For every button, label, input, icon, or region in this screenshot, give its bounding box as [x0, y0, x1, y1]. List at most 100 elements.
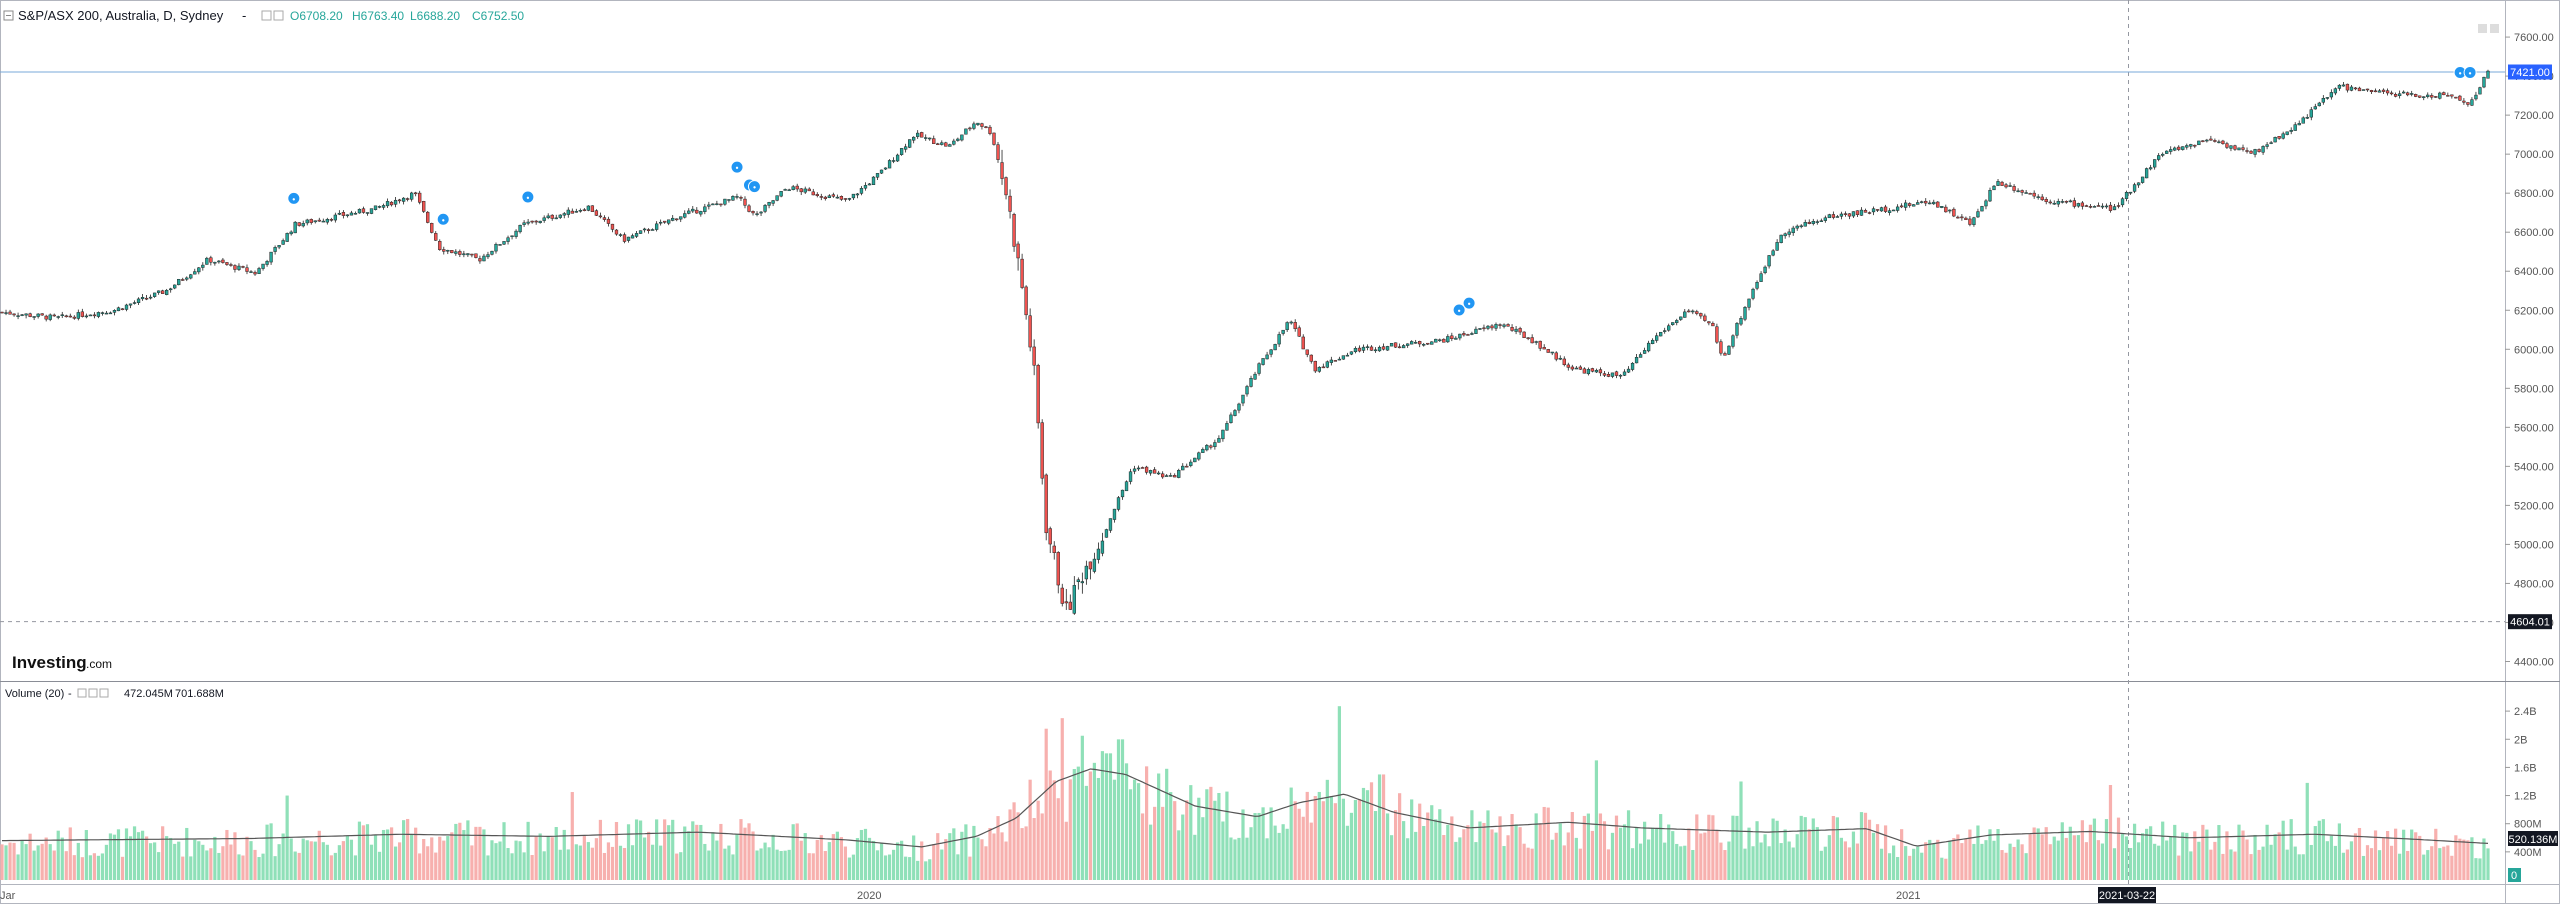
candle-body: [1185, 465, 1189, 468]
event-marker[interactable]: [521, 190, 535, 204]
price-tick-label: 7600.00: [2514, 32, 2554, 44]
candle-body: [88, 314, 93, 317]
collapse-icon[interactable]: [3, 10, 14, 21]
candle-body: [2181, 146, 2185, 150]
volume-bar: [357, 821, 362, 880]
event-markers[interactable]: ••••••••••: [287, 65, 2477, 317]
candle-body: [1570, 366, 1574, 370]
event-marker[interactable]: [747, 180, 761, 194]
volume-bar: [1831, 815, 1835, 880]
volume-bar: [831, 834, 835, 880]
volume-close-icon[interactable]: [99, 688, 109, 698]
candle-body: [1988, 190, 1992, 202]
volume-bar: [1309, 822, 1313, 880]
candle-body: [381, 205, 386, 208]
candle-body: [2040, 196, 2044, 201]
candle-body: [1723, 353, 1727, 356]
volume-bar: [1052, 780, 1056, 880]
volume-bar: [213, 836, 217, 880]
candle-body: [1936, 201, 1940, 208]
candle-body: [1177, 470, 1181, 478]
event-marker[interactable]: [436, 212, 450, 226]
candle-body: [1132, 468, 1137, 472]
settings-icon[interactable]: [261, 10, 272, 21]
candle-body: [253, 271, 257, 275]
volume-bar: [1161, 806, 1165, 880]
volume-bar: [2462, 839, 2466, 880]
candle-body: [2108, 204, 2113, 211]
candle-body: [2393, 94, 2398, 97]
volume-bar: [578, 845, 582, 880]
close-icon[interactable]: [273, 10, 284, 21]
volume-bar: [2245, 839, 2249, 880]
volume-settings-icon[interactable]: [77, 688, 87, 698]
volume-bar: [1389, 835, 1394, 880]
price-tick-label: 6600.00: [2514, 227, 2554, 239]
volume-bar: [333, 852, 337, 880]
candle-body: [2076, 203, 2081, 207]
volume-bar: [478, 826, 482, 880]
event-marker[interactable]: [1452, 303, 1466, 317]
volume-bar: [727, 845, 731, 880]
candle-body: [1618, 374, 1623, 377]
volume-bar: [1076, 766, 1080, 880]
event-marker[interactable]: [1462, 296, 1476, 310]
candle-body: [389, 201, 394, 206]
volume-bar: [2313, 826, 2317, 880]
volume-bar: [1526, 847, 1530, 880]
event-marker[interactable]: [287, 191, 301, 205]
low-price-badge: [2508, 614, 2552, 630]
candle-body: [2414, 94, 2418, 97]
volume-bar: [2177, 855, 2181, 880]
candle-body: [221, 259, 225, 263]
candle-body: [1458, 333, 1462, 339]
volume-bar: [586, 842, 590, 880]
volume-bar: [2442, 846, 2446, 880]
ohlc-low: L6688.20: [410, 9, 460, 23]
candle-body: [474, 253, 478, 258]
volume-bar: [56, 830, 60, 880]
volume-bar: [28, 833, 32, 880]
volume-bar: [1060, 718, 1064, 880]
volume-bar: [1225, 791, 1229, 880]
candle-body: [361, 208, 366, 213]
volume-bar: [679, 852, 683, 880]
pane-down-icon[interactable]: [2490, 24, 2499, 33]
candle-body: [598, 215, 603, 218]
candle-body: [1189, 461, 1193, 466]
candle-body: [1329, 359, 1334, 363]
event-marker[interactable]: [2463, 65, 2477, 79]
volume-hide-icon[interactable]: [88, 688, 98, 698]
volume-bar: [2305, 782, 2309, 880]
volume-bar: [1349, 812, 1354, 880]
volume-bar: [2165, 840, 2169, 880]
volume-zero-badge: [2508, 868, 2521, 882]
volume-bar: [233, 832, 237, 880]
volume-bar: [2361, 855, 2366, 880]
volume-bar: [1004, 841, 1008, 880]
candle-body: [1964, 217, 1968, 221]
volume-bar: [265, 824, 269, 880]
candle-body: [2004, 184, 2008, 188]
volume-tick-label: 800M: [2514, 819, 2542, 831]
volume-bar: [317, 830, 321, 880]
symbol-title: S&P/ASX 200, Australia, D, Sydney: [18, 8, 224, 23]
event-marker[interactable]: [730, 160, 744, 174]
candle-body: [1144, 466, 1149, 473]
volume-bar: [1474, 842, 1478, 880]
volume-bar: [2377, 850, 2382, 880]
volume-bar: [751, 831, 755, 880]
candle-body: [2293, 124, 2297, 131]
candle-body: [1763, 266, 1767, 274]
candle-body: [506, 237, 510, 242]
volume-bar: [2036, 828, 2040, 880]
candle-body: [2397, 93, 2402, 96]
candle-body: [277, 245, 281, 248]
volume-bar: [2394, 828, 2398, 880]
candle-body: [558, 214, 562, 218]
candle-body: [1707, 321, 1711, 324]
pane-up-icon[interactable]: [2478, 24, 2487, 33]
candle-body: [1221, 429, 1225, 440]
candle-body: [1510, 327, 1514, 331]
